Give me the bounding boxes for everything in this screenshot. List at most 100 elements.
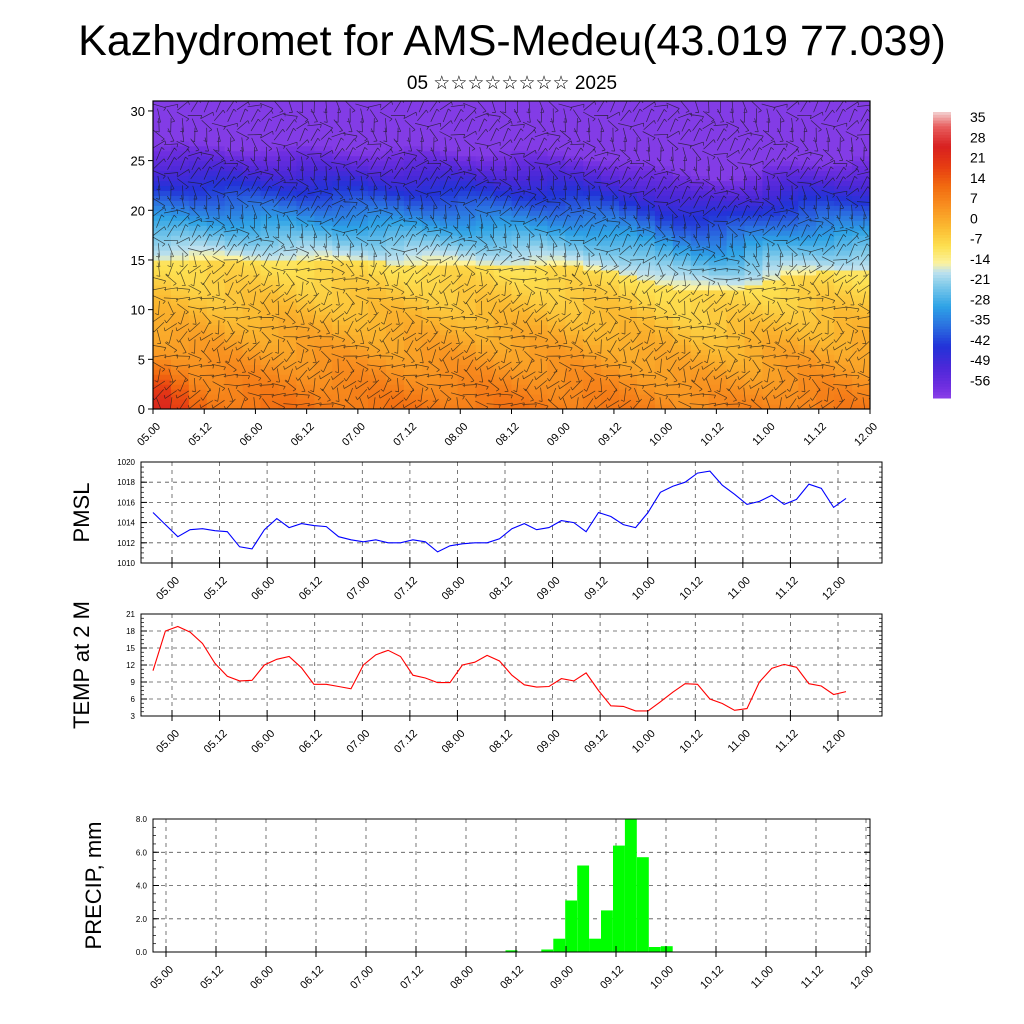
field-cell [672,150,692,157]
field-cell [708,379,728,385]
field-cell [475,399,495,405]
field-cell [332,404,351,409]
field-cell [206,394,226,400]
field-cell [386,150,405,157]
field-cell [439,115,459,122]
field-cell [511,225,531,231]
colorbar-step [933,289,951,293]
field-cell [511,404,531,409]
field-cell [386,250,405,256]
colorbar-label: -49 [970,352,990,368]
field-cell [332,394,351,400]
field-cell [636,190,656,196]
field-cell [153,389,172,395]
field-cell [206,399,226,405]
field-cell [206,175,226,182]
field-cell [654,170,674,177]
field-cell [601,235,620,241]
field-cell [188,324,208,331]
field-cell [314,399,333,405]
field-cell [260,230,280,236]
field-cell [386,220,405,226]
field-cell [816,339,835,346]
field-cell [386,130,405,137]
field-cell [457,319,477,326]
field-cell [242,329,262,336]
field-cell [296,379,315,385]
precip-x-tick-label: 06.00 [248,964,276,992]
field-cell [565,319,584,326]
field-cell [816,240,835,246]
field-cell [403,190,423,196]
field-cell [421,200,441,206]
field-cell [816,364,835,370]
field-cell [439,299,459,306]
field-cell [852,259,870,266]
field-cell [350,190,369,196]
field-cell [368,255,387,261]
field-cell [726,155,746,162]
field-cell [583,225,602,231]
field-cell [816,334,835,341]
field-cell [672,205,692,211]
field-cell [547,175,566,182]
field-cell [278,115,298,122]
field-cell [529,240,548,246]
field-cell [260,210,280,216]
field-cell [206,145,226,152]
field-cell [762,185,781,192]
field-cell [762,299,781,306]
field-cell [816,349,835,355]
field-cell [511,374,531,380]
field-cell [672,230,692,236]
field-cell [332,309,351,316]
field-cell [188,225,208,231]
colorbar-step [933,352,951,356]
field-cell [762,394,781,400]
field-cell [834,274,853,281]
field-cell [529,259,548,266]
field-cell [708,314,728,321]
field-cell [475,329,495,336]
field-cell [314,115,333,122]
field-cell [798,324,817,331]
field-cell [153,339,172,346]
field-cell [439,190,459,196]
field-cell [672,269,692,276]
field-cell [493,289,513,296]
field-cell [672,115,692,122]
precip-y-tick-label: 8.0 [136,815,148,824]
field-cell [619,135,638,142]
field-cell [278,170,298,177]
field-cell [726,240,746,246]
field-cell [421,284,441,291]
field-cell [511,304,531,311]
field-cell [421,394,441,400]
field-cell [170,344,190,350]
field-cell [744,304,764,311]
field-cell [744,349,764,355]
field-cell [547,120,566,127]
field-cell [153,304,172,311]
field-cell [744,284,764,291]
field-cell [726,289,746,296]
field-cell [619,264,638,271]
field-cell [153,110,172,117]
precip-x-tick-label: 08.12 [498,964,526,992]
field-cell [708,404,728,409]
field-cell [726,140,746,147]
field-cell [457,329,477,336]
field-cell [314,220,333,226]
field-cell [493,269,513,276]
field-cell [332,384,351,390]
temp-y-tick-label: 12 [126,661,135,670]
field-cell [170,145,190,152]
field-cell [170,364,190,370]
field-cell [636,185,656,192]
field-cell [511,289,531,296]
field-cell [726,180,746,187]
field-cell [636,101,656,107]
field-cell [475,175,495,182]
field-cell [332,120,351,127]
field-cell [762,379,781,385]
